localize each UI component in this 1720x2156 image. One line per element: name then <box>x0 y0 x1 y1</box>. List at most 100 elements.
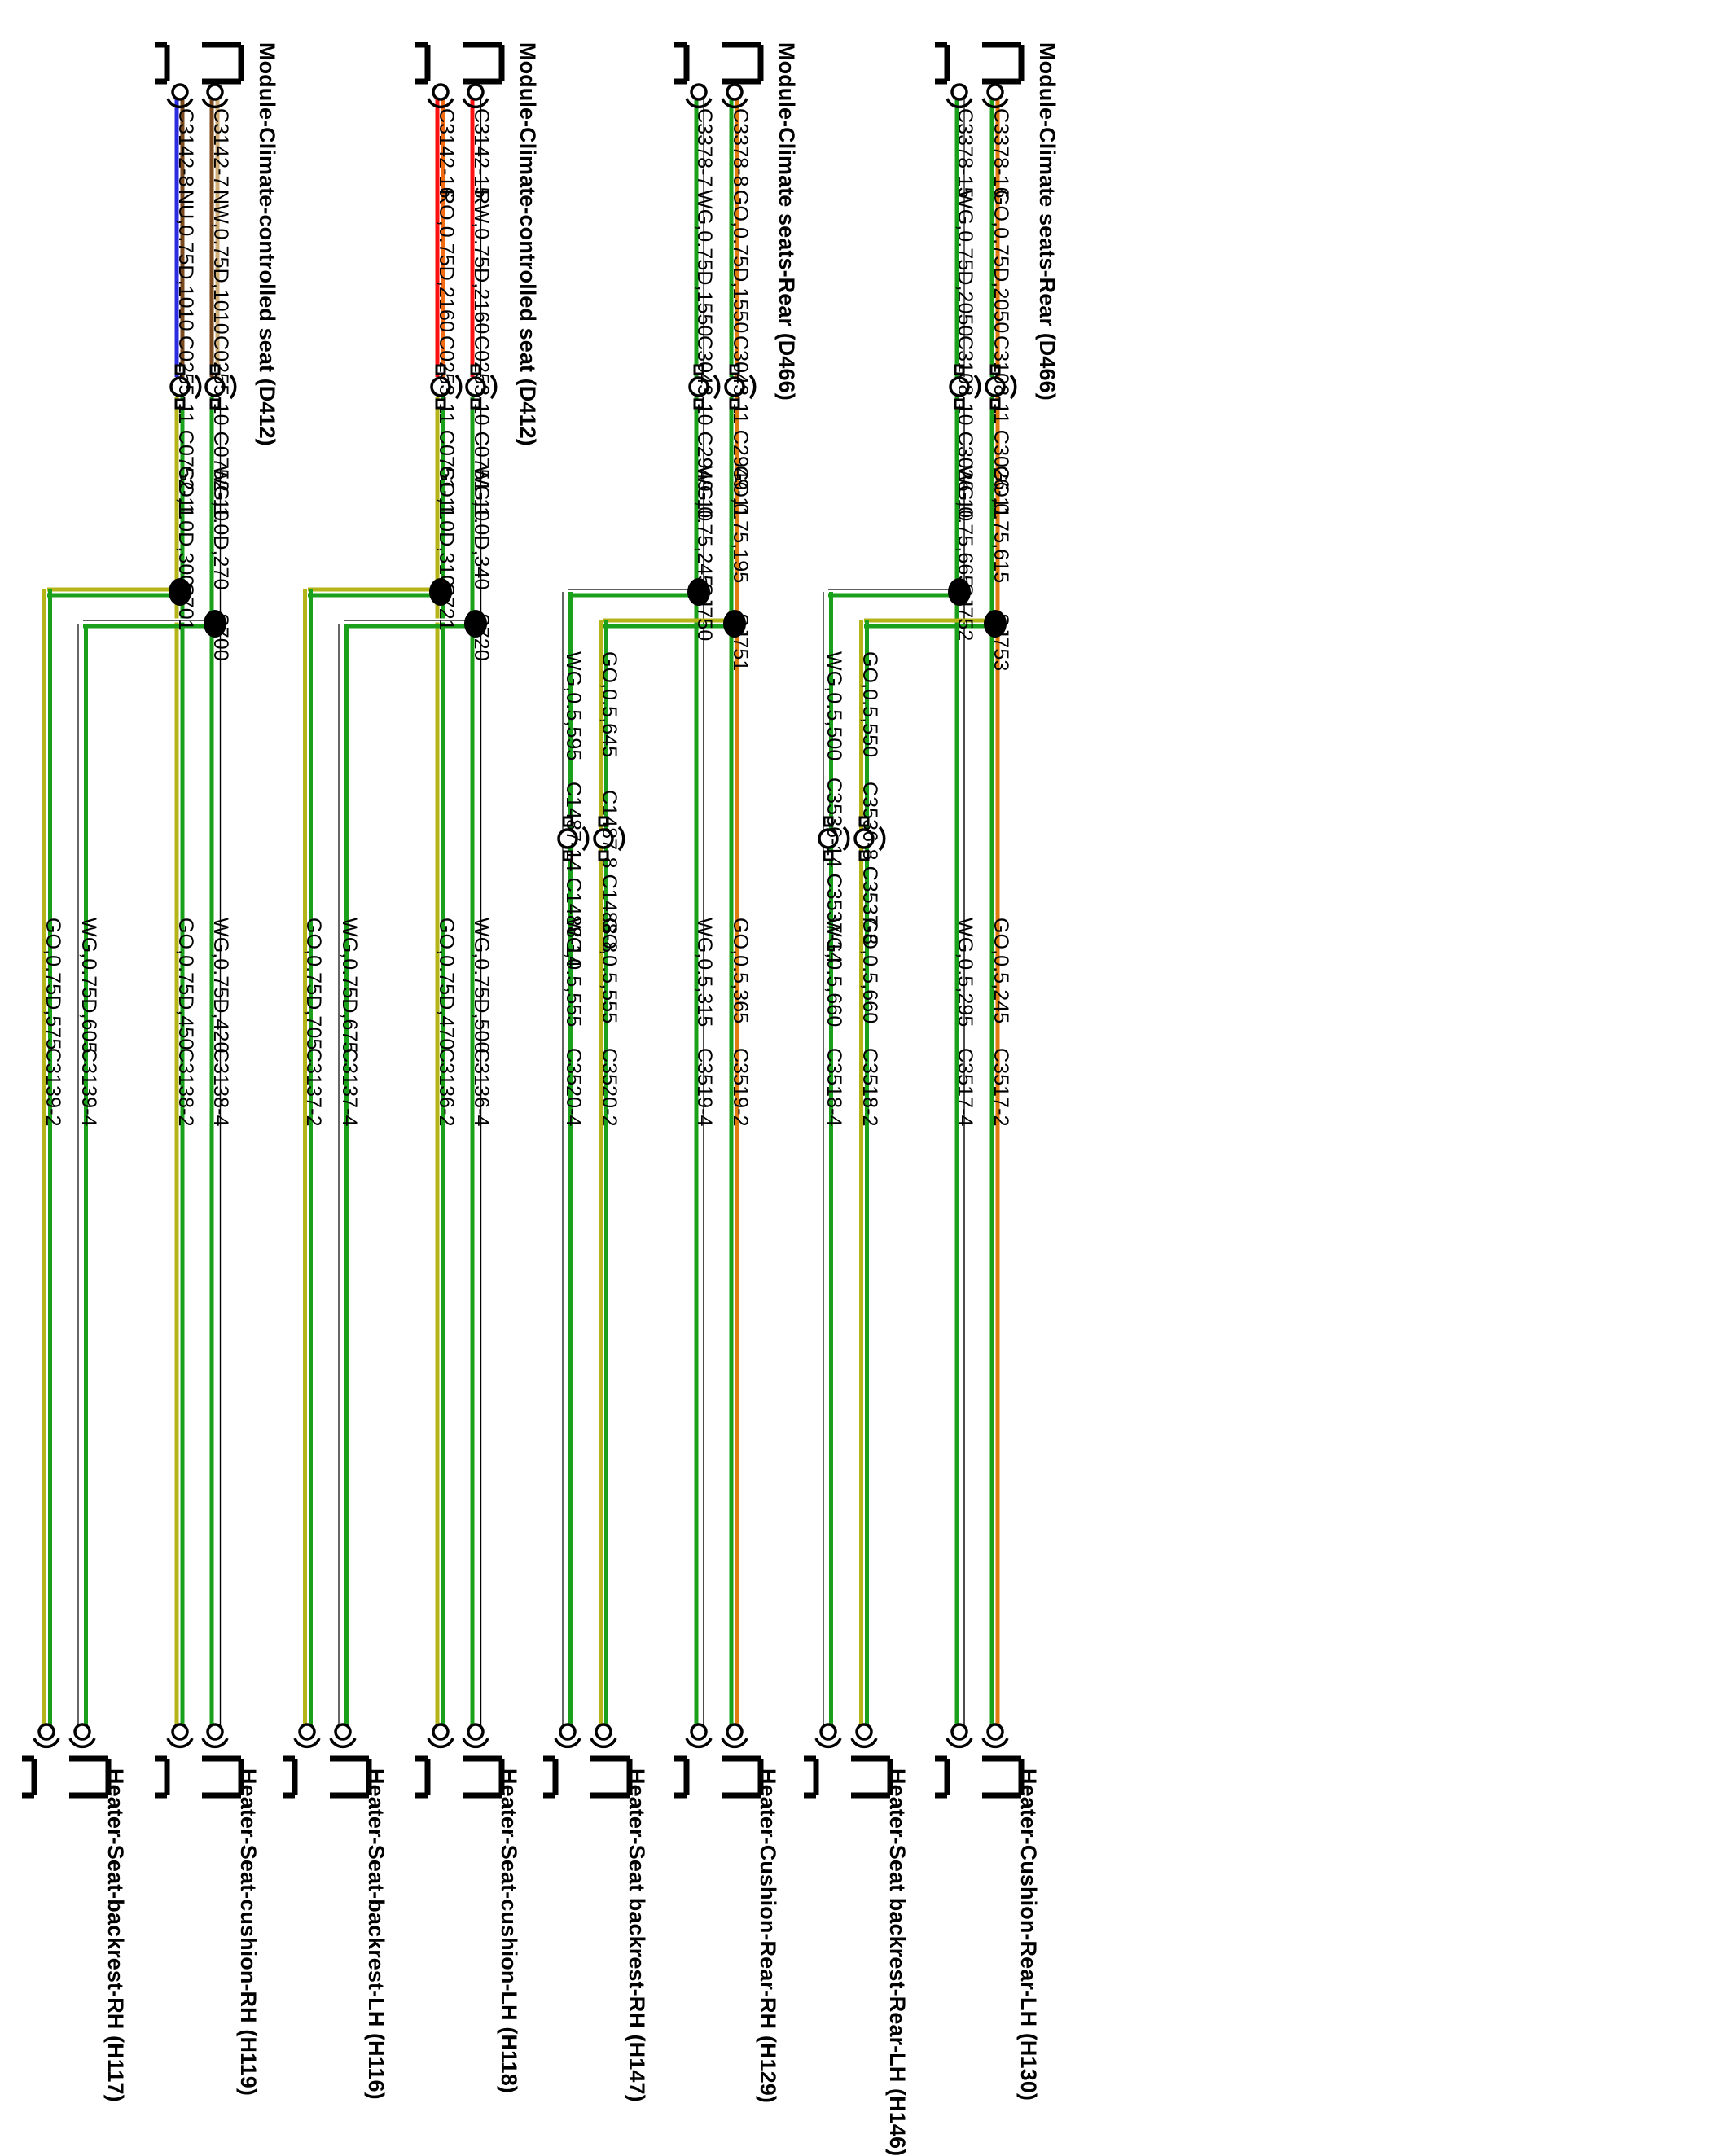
spec-g4-w1-b2: GO,0.5,245 <box>989 918 1012 1024</box>
splice-dot-SJ752 <box>948 578 971 606</box>
splice-label-SJ750: SJ750 <box>693 583 716 642</box>
pin-g4-w1-b1: C3518-2 <box>858 1048 881 1127</box>
terminal-g4-b1 <box>814 1723 842 1749</box>
group-bottom-label-g2-1: Heater-Seat-backrest-LH (H116) <box>364 1768 388 2100</box>
pin-g4-w1: C3378-16 <box>989 108 1012 199</box>
spec-g3-w2-b1: WG,0.5,595 <box>562 651 585 761</box>
pin-g4-w1-b2: C3517-2 <box>989 1048 1012 1127</box>
spec-g4-w2-top: WG,0.75D,2050 <box>954 190 976 337</box>
splice-dot-S700 <box>204 610 226 638</box>
splice-dot-S720 <box>464 610 487 638</box>
pin-g1-w1-b2: C3138-2 <box>174 1048 197 1127</box>
terminal-g2-b4 <box>462 1723 489 1749</box>
splice-label-S700: S700 <box>209 613 232 661</box>
splice-dot-S701 <box>169 578 191 606</box>
spec-g1-w2-mid: WG,1.0D,270 <box>209 466 232 590</box>
branch-g1-w2-b1 <box>77 618 215 1728</box>
branch-g4-w1-b1 <box>859 618 995 1728</box>
pin-g3-w2: C3378-7 <box>693 108 716 187</box>
terminal-g1-w2-top <box>201 83 229 109</box>
pin-g3-w1-b1: C3520-2 <box>598 1048 621 1127</box>
spec-g4-w2-b1-2: WG,0.5,660 <box>823 918 845 1028</box>
spec-g1-w1-top: NU,0.75D,1010 <box>174 190 197 331</box>
spec-g2-w2-top: RW,0.75D,2160 <box>470 190 493 335</box>
terminal-g4-w2-top <box>946 83 973 109</box>
pin-g2-w1-b2: C3136-2 <box>435 1048 458 1127</box>
terminal-g1-w1-top <box>166 83 194 109</box>
branch-g3-w1-b1 <box>599 618 735 1728</box>
spec-g4-w1-b1: GO,0.5,550 <box>858 651 881 758</box>
spec-g1-w1-b1: GO,0.75D,575 <box>42 918 64 1050</box>
pin-g2-w2-b2: C3136-4 <box>470 1048 493 1127</box>
splice-label-SJ752: SJ752 <box>954 583 976 642</box>
group-bottom-label-g4-2: Heater-Cushion-Rear-LH (H130) <box>1016 1768 1041 2101</box>
splice-dot-SJ753 <box>984 610 1007 638</box>
group-title-g2: Module-Climate-controlled seat (D412) <box>516 42 540 446</box>
splice-label-SJ753: SJ753 <box>989 613 1012 672</box>
pin-g3-w2-b2: C3519-4 <box>693 1048 716 1127</box>
spec-g3-w2-b1-2: WG,0.5,555 <box>562 918 585 1028</box>
pin-g1-w2: C3142-7 <box>209 108 232 187</box>
pin-g2-w1: C3142-16 <box>435 108 458 199</box>
group-bottom-label-g1-1: Heater-Seat-backrest-RH (H117) <box>103 1768 128 2102</box>
terminal-g2-w1-top <box>427 83 454 109</box>
branch-g2-w2-b1 <box>338 618 476 1728</box>
group-title-g4: Module-Climate seats-Rear (D466) <box>1035 42 1060 401</box>
splice-label-S701: S701 <box>174 583 197 631</box>
terminal-g1-b1 <box>33 1723 60 1749</box>
splice-label-S721: S721 <box>435 583 458 631</box>
spec-g2-w2-mid: WG,1.0D,340 <box>470 466 493 590</box>
terminal-g3-b2 <box>590 1723 617 1749</box>
terminal-g3-w2-top <box>685 83 713 109</box>
branch-g1-w1-b1 <box>42 587 180 1728</box>
splice-dot-S721 <box>429 578 452 606</box>
pin-g2-w1-b1: C3137-2 <box>302 1048 325 1127</box>
branch-g3-w2-b1 <box>562 587 699 1728</box>
splice-dot-SJ751 <box>723 610 746 638</box>
spec-g4-w2-mid: WG,0.75,665 <box>954 466 976 587</box>
terminal-g4-b4 <box>981 1723 1009 1749</box>
group-bottom-label-g4-1: Heater-Seat backrest-Rear-LH (H146) <box>885 1768 910 2156</box>
group-bottom-label-g3-1: Heater-Seat backrest-RH (H147) <box>625 1768 649 2102</box>
terminal-g4-b3 <box>946 1723 973 1749</box>
spec-g3-w1-top: GO,0.75D,1550 <box>729 190 752 334</box>
spec-g1-w2-b1: WG,0.75D,605 <box>77 918 100 1054</box>
spec-g3-w1-mid: GO,0.75,195 <box>729 466 752 584</box>
pin-g2-w2-b1: C3137-4 <box>338 1048 361 1127</box>
group-bottom-label-g3-2: Heater-Cushion-Rear-RH (H129) <box>756 1768 780 2103</box>
terminal-g4-b2 <box>850 1723 878 1749</box>
terminal-g2-b3 <box>427 1723 454 1749</box>
pin-g4-w2-b2: C3517-4 <box>954 1048 976 1127</box>
spec-g3-w1-b1: GO,0.5,645 <box>598 651 621 758</box>
terminal-g3-b4 <box>721 1723 748 1749</box>
spec-g4-w1-mid: GO,0.75,615 <box>989 466 1012 584</box>
spec-g1-w1-mid: GO,1.0D,300 <box>174 466 197 587</box>
spec-g4-w1-top: GO,0.75D,2050 <box>989 190 1012 334</box>
wiring-diagram-sheet: Module-Climate-controlled seat (D412) C3… <box>22 42 1060 2156</box>
terminal-g1-b2 <box>68 1723 96 1749</box>
pin-g4-w2: C3378-15 <box>954 108 976 199</box>
terminal-g2-w2-top <box>462 83 489 109</box>
pin-g3-w1: C3378-8 <box>729 108 752 187</box>
branch-g2-w1-b1 <box>303 587 441 1728</box>
pin-g1-w1: C3142-8 <box>174 108 197 187</box>
spec-g4-w2-b1: WG,0.5,500 <box>823 651 845 761</box>
splice-label-SJ751: SJ751 <box>729 613 752 672</box>
spec-g2-w1-b1: GO,0.75D,705 <box>302 918 325 1050</box>
wiring-schematic-canvas <box>22 42 1025 1799</box>
terminal-g2-b2 <box>329 1723 357 1749</box>
spec-g3-w2-top: WG,0.75D,1550 <box>693 190 716 337</box>
group-bottom-label-g1-2: Heater-Seat-cushion-RH (H119) <box>236 1768 261 2096</box>
spec-g2-w1-mid: GO,1.0D,310 <box>435 466 458 587</box>
pin-g4-w2-b1: C3518-4 <box>823 1048 845 1127</box>
terminal-g3-w1-top <box>721 83 748 109</box>
splice-label-S720: S720 <box>470 613 493 661</box>
terminal-g4-w1-top <box>981 83 1009 109</box>
group-bottom-label-g2-2: Heater-Seat-cushion-LH (H118) <box>497 1768 521 2093</box>
spec-g3-w1-b1-2: GO,0.5,555 <box>598 918 621 1024</box>
splice-dot-SJ750 <box>687 578 710 606</box>
spec-g3-w2-b2: WG,0.5,315 <box>693 918 716 1028</box>
spec-g3-w1-b2: GO,0.5,365 <box>729 918 752 1024</box>
branch-g4-w2-b1 <box>823 587 959 1728</box>
pin-g1-w2-b1: C3139-4 <box>77 1048 100 1127</box>
